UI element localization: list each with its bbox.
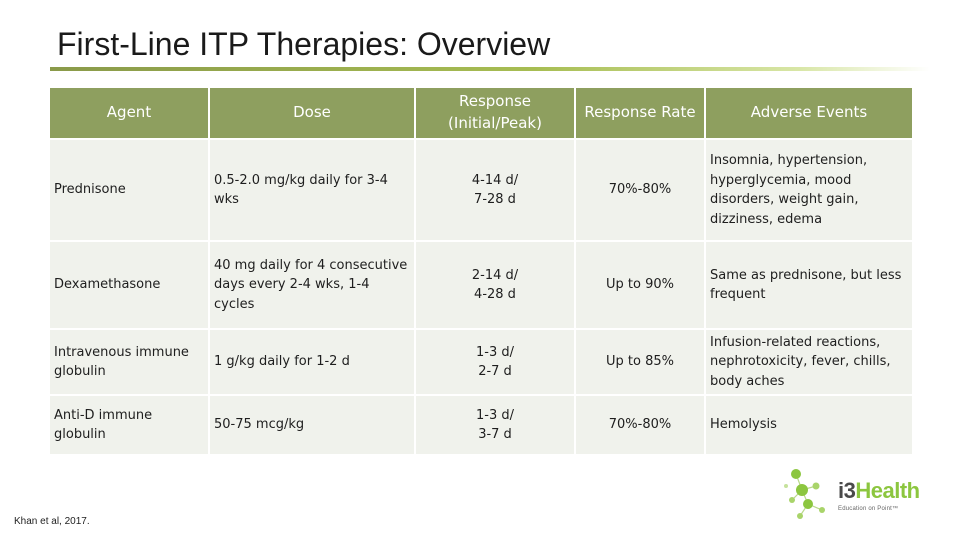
header-response-rate: Response Rate — [576, 88, 704, 138]
cell-response: 1-3 d/ 2-7 d — [416, 330, 574, 394]
cell-dose: 40 mg daily for 4 consecutive days every… — [210, 242, 414, 328]
cell-dose: 50-75 mcg/kg — [210, 396, 414, 454]
table-row: Prednisone 0.5-2.0 mg/kg daily for 3-4 w… — [50, 140, 912, 240]
table-row: Intravenous immune globulin 1 g/kg daily… — [50, 330, 912, 394]
cell-agent: Anti-D immune globulin — [50, 396, 208, 454]
cell-response-rate: Up to 90% — [576, 242, 704, 328]
response-initial: 1-3 d/ — [476, 407, 514, 423]
cell-dose: 1 g/kg daily for 1-2 d — [210, 330, 414, 394]
table-row: Dexamethasone 40 mg daily for 4 consecut… — [50, 242, 912, 328]
logo-word-i3: i3 — [838, 478, 856, 503]
therapies-table: Agent Dose Response (Initial/Peak) Respo… — [48, 86, 914, 456]
header-adverse-events: Adverse Events — [706, 88, 912, 138]
i3health-logo: i3Health Education on Point™ — [778, 464, 938, 524]
header-response: Response (Initial/Peak) — [416, 88, 574, 138]
cell-response: 2-14 d/ 4-28 d — [416, 242, 574, 328]
cell-agent: Intravenous immune globulin — [50, 330, 208, 394]
cell-agent: Dexamethasone — [50, 242, 208, 328]
cell-adverse-events: Infusion-related reactions, nephrotoxici… — [706, 330, 912, 394]
logo-tagline: Education on Point™ — [838, 506, 899, 512]
citation: Khan et al, 2017. — [14, 516, 90, 527]
cell-dose: 0.5-2.0 mg/kg daily for 3-4 wks — [210, 140, 414, 240]
response-initial: 4-14 d/ — [471, 172, 519, 188]
response-peak: 7-28 d — [474, 192, 516, 207]
table-header-row: Agent Dose Response (Initial/Peak) Respo… — [50, 88, 912, 138]
response-peak: 2-7 d — [478, 364, 512, 379]
cell-response-rate: 70%-80% — [576, 396, 704, 454]
cell-response: 1-3 d/ 3-7 d — [416, 396, 574, 454]
response-initial: 1-3 d/ — [476, 344, 514, 360]
cell-adverse-events: Same as prednisone, but less frequent — [706, 242, 912, 328]
slide-title: First-Line ITP Therapies: Overview — [57, 26, 551, 62]
molecule-dots-icon — [784, 469, 825, 519]
header-agent: Agent — [50, 88, 208, 138]
logo-wordmark: i3Health — [838, 478, 920, 504]
cell-adverse-events: Hemolysis — [706, 396, 912, 454]
response-peak: 4-28 d — [474, 287, 516, 302]
response-peak: 3-7 d — [478, 427, 512, 442]
title-underline — [50, 67, 930, 71]
header-response-line1: Response — [458, 92, 532, 111]
header-response-line2: (Initial/Peak) — [448, 114, 542, 132]
cell-agent: Prednisone — [50, 140, 208, 240]
cell-adverse-events: Insomnia, hypertension, hyperglycemia, m… — [706, 140, 912, 240]
cell-response: 4-14 d/ 7-28 d — [416, 140, 574, 240]
header-dose: Dose — [210, 88, 414, 138]
logo-word-health: Health — [855, 478, 920, 503]
response-initial: 2-14 d/ — [471, 267, 519, 283]
table-row: Anti-D immune globulin 50-75 mcg/kg 1-3 … — [50, 396, 912, 454]
cell-response-rate: Up to 85% — [576, 330, 704, 394]
cell-response-rate: 70%-80% — [576, 140, 704, 240]
